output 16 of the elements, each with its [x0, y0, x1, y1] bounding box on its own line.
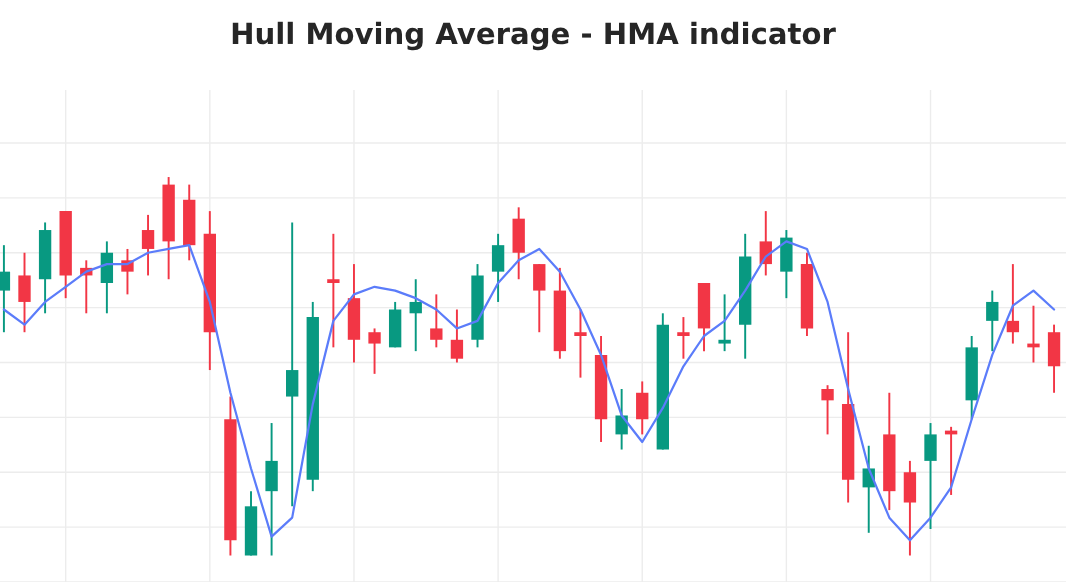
candlestick [141, 213, 155, 277]
chart-title: Hull Moving Average - HMA indicator [232, 21, 836, 51]
candlestick [430, 293, 443, 349]
candlestick [409, 278, 422, 353]
candlestick [677, 316, 690, 360]
candlestick [615, 388, 628, 451]
candlestick [368, 327, 381, 375]
candlestick [1006, 263, 1020, 345]
candlestick [718, 293, 731, 353]
candlestick [450, 308, 464, 364]
candlestick [286, 221, 299, 508]
candlestick [574, 308, 587, 379]
candlestick [0, 244, 11, 334]
candlestick [327, 232, 340, 349]
candlestick [986, 289, 999, 353]
candlestick [821, 384, 834, 436]
